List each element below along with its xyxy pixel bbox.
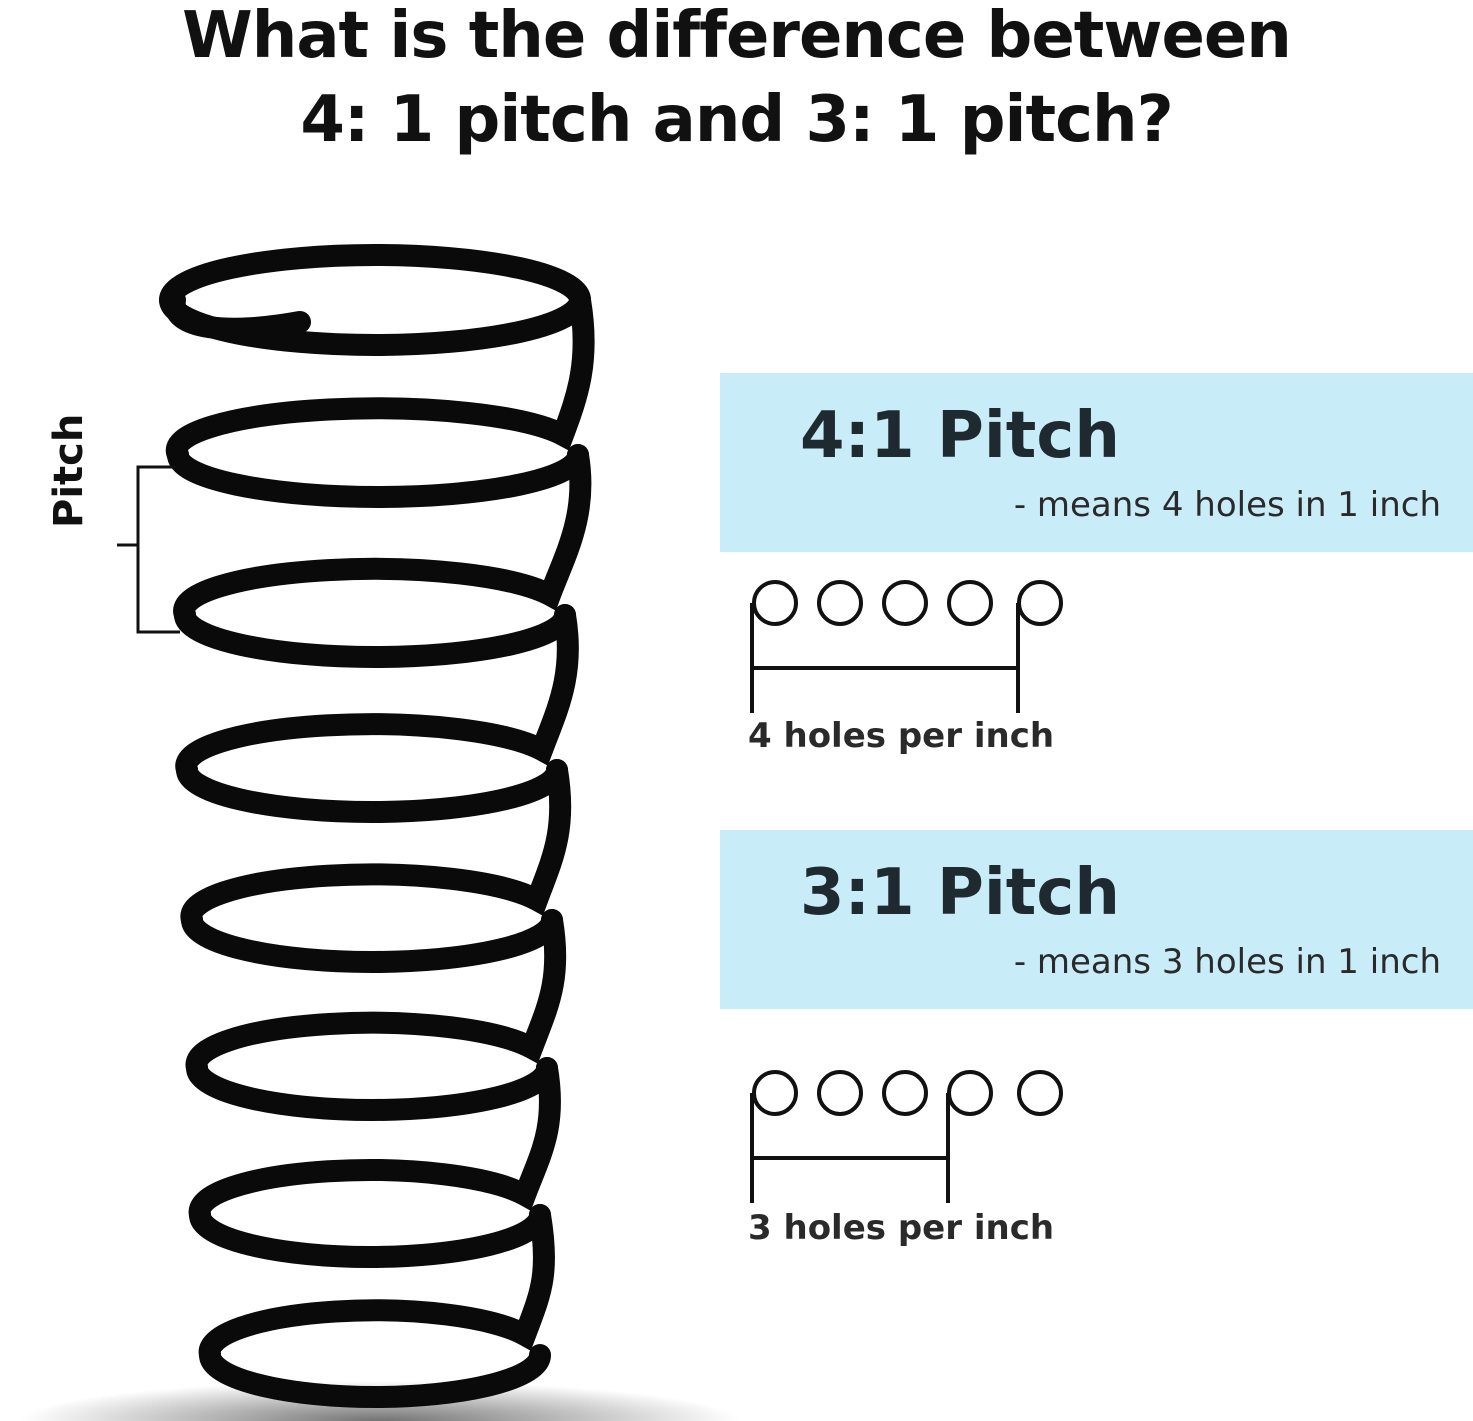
spring-coil-back (173, 444, 592, 626)
title-line-1: What is the difference between (182, 0, 1292, 73)
spring-coil-front (167, 444, 589, 508)
pitch-3-1-subtitle: - means 3 holes in 1 inch (1013, 942, 1441, 982)
title-line-2: 4: 1 pitch and 3: 1 pitch? (300, 83, 1173, 157)
hole-circle (817, 580, 863, 626)
pitch-4-1-subtitle: - means 4 holes in 1 inch (1013, 485, 1441, 525)
spring-coil-back (180, 759, 572, 931)
pitch-4-1-caption: 4 holes per inch (748, 716, 1055, 756)
pitch-4-1-title: 4:1 Pitch (800, 399, 1120, 473)
spring-coil-back (159, 244, 591, 311)
spring-coil-back (165, 289, 595, 466)
page-title: What is the difference between 4: 1 pitc… (0, 0, 1473, 162)
pitch-bracket (117, 465, 180, 634)
spring-coil-image (159, 244, 595, 1408)
hole-diagram-3-1 (750, 1070, 1063, 1203)
pitch-3-1-title: 3:1 Pitch (800, 856, 1120, 930)
pitch-label: Pitch (46, 413, 92, 528)
pitch-4-1-box: 4:1 Pitch - means 4 holes in 1 inch (720, 373, 1473, 552)
hole-diagram-4-1 (750, 580, 1063, 713)
hole-circle (752, 580, 798, 626)
hole-circle (1017, 1070, 1063, 1116)
spring-coil-back (185, 909, 567, 1079)
spring-coil-back (188, 1057, 561, 1226)
spring-coil-front (176, 759, 568, 823)
spring-end (163, 289, 311, 340)
hole-circle (947, 580, 993, 626)
hole-circle (882, 1070, 928, 1116)
spring-coil-back (175, 604, 579, 781)
pitch-3-1-caption: 3 holes per inch (748, 1208, 1055, 1248)
spring-coil-back (198, 1204, 555, 1366)
spring-coil-front (189, 1204, 551, 1268)
hole-circle (817, 1070, 863, 1116)
hole-circle (1017, 580, 1063, 626)
hole-circle (882, 580, 928, 626)
spring-coil-front (174, 604, 576, 668)
spring-coil-front (186, 1057, 558, 1121)
hole-circle (752, 1070, 798, 1116)
hole-circle (947, 1070, 993, 1116)
spring-coil-front (199, 1344, 551, 1408)
pitch-3-1-box: 3:1 Pitch - means 3 holes in 1 inch (720, 830, 1473, 1009)
spring-coil-front (181, 909, 563, 973)
